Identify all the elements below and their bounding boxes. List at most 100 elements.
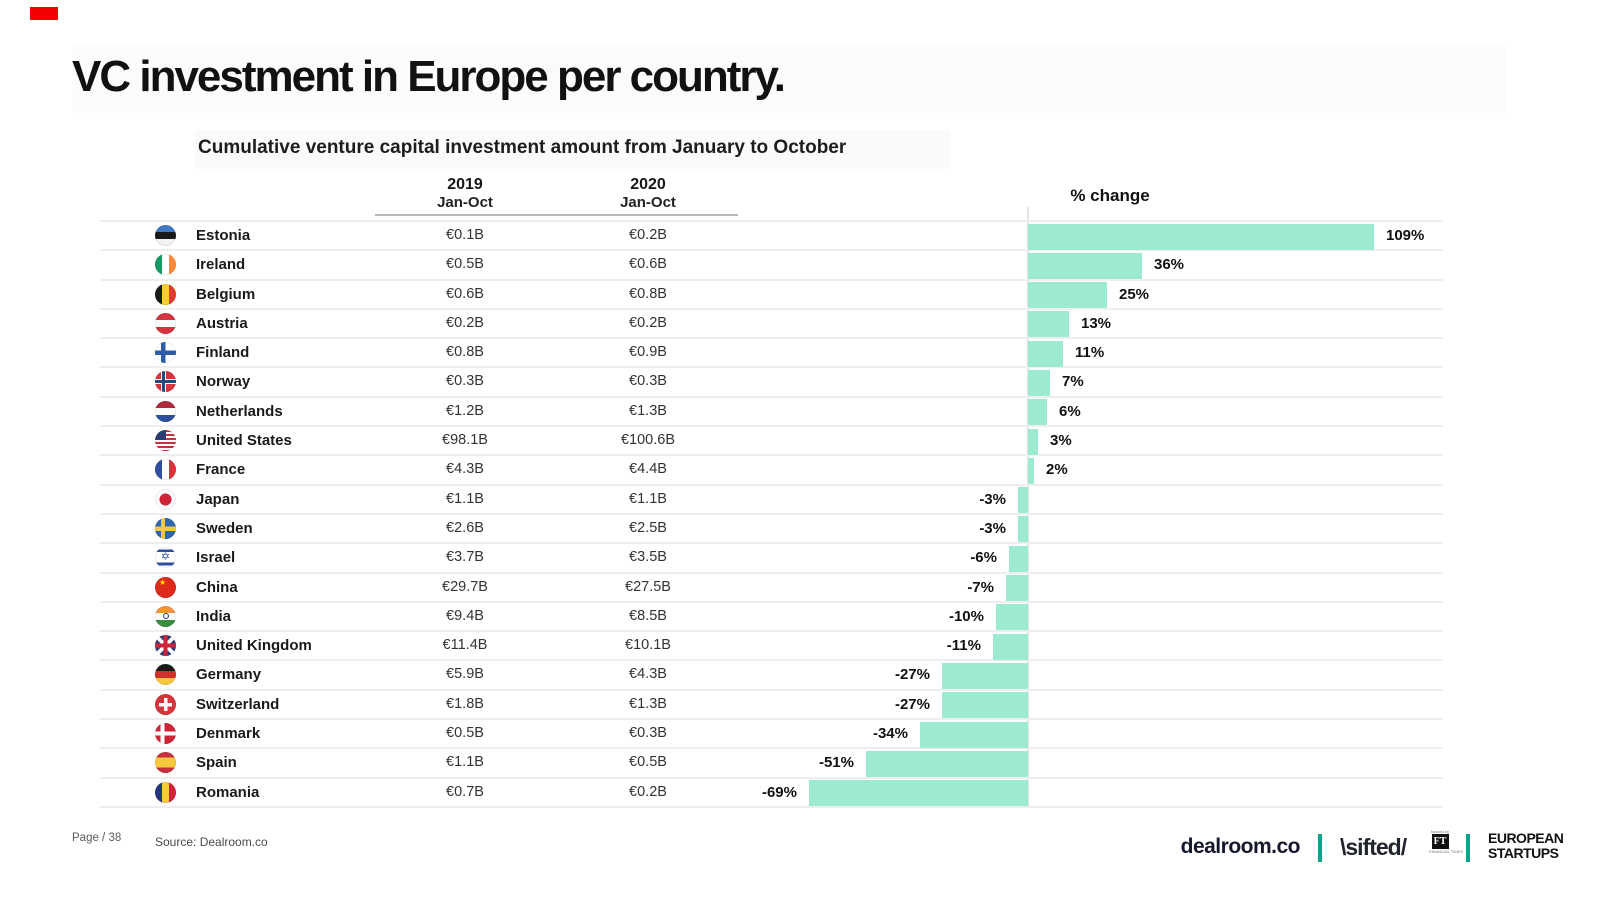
column-header-2020: 2020 Jan-Oct [568,176,728,212]
value-2020: €27.5B [625,578,671,595]
value-2020: €10.1B [625,637,671,654]
change-bar [1018,487,1028,514]
value-2020: €1.3B [629,695,667,712]
country-name: Japan [196,490,240,508]
country-name: Austria [196,314,248,332]
denmark-flag-icon [155,723,176,745]
change-label: 109% [1386,227,1425,244]
column-year-2019: 2019 [447,176,483,193]
change-bar [1028,223,1374,250]
change-label: -34% [872,725,908,743]
value-2019: €1.8B [446,695,484,712]
value-2020: €0.3B [629,725,667,742]
change-label: 11% [1075,344,1105,362]
country-name: Netherlands [196,402,283,420]
value-2019: €1.1B [446,490,484,507]
ft-name-label: FINANCIAL TIMES [1429,849,1464,854]
value-2019: €0.2B [446,314,484,331]
value-2019: €0.5B [446,256,484,273]
change-bar [942,692,1028,719]
spain-flag-icon [155,752,176,774]
table-row: Denmark €0.5B €0.3B -34% [100,720,1443,750]
change-bar [1028,311,1069,338]
change-bar [1006,575,1028,602]
value-2020: €0.9B [629,344,667,361]
european-startups-line1: EUROPEAN [1488,830,1564,846]
change-label: -69% [761,783,797,801]
change-label: 6% [1059,402,1081,420]
record-indicator-icon [30,7,58,20]
divider-bar-icon [1318,834,1322,862]
country-name: Norway [196,373,251,391]
table-row: China €29.7B €27.5B -7% [100,574,1443,603]
source-note: Source: Dealroom.co [155,835,268,849]
country-name: France [196,461,246,479]
germany-flag-icon [155,664,176,686]
value-2020: €0.3B [629,373,667,390]
table-row: India €9.4B €8.5B -10% [100,603,1443,633]
table-row: Estonia €0.1B €0.2B 109% [100,222,1443,252]
european-startups-line2: STARTUPS [1488,845,1559,861]
change-label: 36% [1154,256,1185,274]
table-row: Spain €1.1B €0.5B -51% [100,749,1443,779]
change-bar [993,633,1028,660]
country-name: Romania [196,783,260,801]
finland-flag-icon [155,342,176,364]
change-label: -11% [946,637,981,655]
table-row: Netherlands €1.2B €1.3B 6% [100,398,1443,428]
value-2019: €0.7B [446,783,484,800]
switzerland-flag-icon [155,693,176,715]
country-name: United States [196,432,292,450]
change-bar [942,662,1028,689]
table-row: United Kingdom €11.4B €10.1B -11% [100,632,1443,662]
value-2019: €0.8B [446,344,484,361]
dealroom-logo: dealroom.co [1180,835,1301,858]
change-label: 13% [1081,314,1112,332]
change-label: -27% [894,695,930,713]
change-label: -27% [894,666,930,684]
value-2020: €4.4B [629,461,667,478]
country-name: Germany [196,666,262,684]
value-2020: €3.5B [629,549,667,566]
usa-flag-icon [155,430,176,452]
value-2020: €0.2B [629,314,667,331]
country-name: Finland [196,344,250,362]
column-header-2019: 2019 Jan-Oct [385,176,545,212]
ft-logo-icon: FT [1431,834,1449,849]
country-name: Estonia [196,227,251,244]
country-name: Sweden [196,519,253,537]
pct-change-header: % change [1070,186,1150,205]
ireland-flag-icon [155,254,176,276]
header-underline [375,214,738,216]
change-bar [866,750,1028,777]
table-row: Finland €0.8B €0.9B 11% [100,339,1443,369]
change-bar [996,604,1028,631]
value-2020: €0.6B [629,256,667,273]
value-2020: €4.3B [629,666,667,683]
change-bar [1028,340,1063,367]
value-2019: €9.4B [446,607,484,624]
table-row: Romania €0.7B €0.2B -69% [100,779,1443,808]
change-label: 7% [1062,373,1084,391]
zero-axis-line [1027,207,1029,807]
change-bar [809,780,1028,807]
value-2019: €0.5B [446,725,484,742]
country-name: India [196,607,232,625]
table-row: Austria €0.2B €0.2B 13% [100,310,1443,340]
country-name: Denmark [196,725,261,743]
norway-flag-icon [155,371,176,393]
change-bar [920,721,1028,748]
change-bar [1018,516,1028,543]
change-bar [1028,252,1142,279]
country-name: China [196,578,238,596]
european-startups-logo: EUROPEAN STARTUPS [1488,830,1564,861]
israel-flag-icon [155,547,176,569]
table-row: Japan €1.1B €1.1B -3% [100,486,1443,515]
country-name: United Kingdom [196,637,312,655]
change-bar [1028,282,1107,309]
sweden-flag-icon [155,517,176,539]
value-2019: €5.9B [446,666,484,683]
sifted-logo: \sifted/ [1340,834,1407,860]
country-name: Ireland [196,256,246,274]
